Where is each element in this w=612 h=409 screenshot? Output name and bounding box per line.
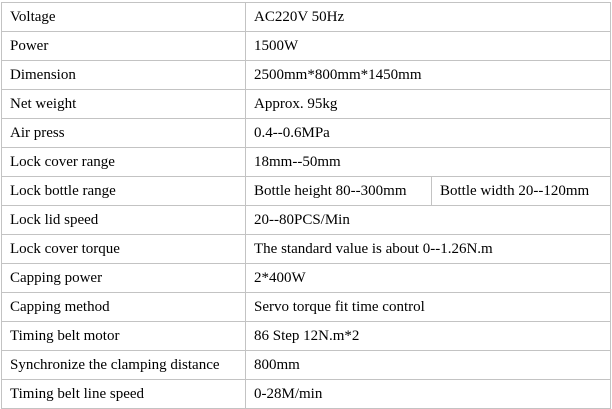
spec-value-cell: 2*400W	[244, 263, 612, 293]
table-row: Capping method Servo torque fit time cont…	[1, 292, 612, 322]
spec-label-cell: Capping power	[1, 263, 246, 293]
table-row: Voltage AC220V 50Hz	[1, 2, 612, 32]
spec-value-cell: 0.4--0.6MPa	[244, 118, 612, 148]
spec-value-cell: Approx. 95kg	[244, 89, 612, 119]
table-row: Air press 0.4--0.6MPa	[1, 118, 612, 148]
table-row: Synchronize the clamping distance 800mm	[1, 350, 612, 380]
spec-value-cell: 18mm--50mm	[244, 147, 612, 177]
spec-label-cell: Timing belt line speed	[1, 379, 246, 409]
spec-label-cell: Net weight	[1, 89, 246, 119]
spec-label-cell: Lock cover torque	[1, 234, 246, 264]
spec-label-cell: Synchronize the clamping distance	[1, 350, 246, 380]
spec-value-cell: The standard value is about 0--1.26N.m	[244, 234, 612, 264]
spec-value-cell: 2500mm*800mm*1450mm	[244, 60, 612, 90]
spec-value-cell: Bottle width 20--120mm	[430, 176, 612, 206]
spec-value-cell: 800mm	[244, 350, 612, 380]
table-row: Lock bottle range Bottle height 80--300mm…	[1, 176, 612, 206]
spec-value-cell: 1500W	[244, 31, 612, 61]
spec-value-cell: 86 Step 12N.m*2	[244, 321, 612, 351]
spec-value-cell: Servo torque fit time control	[244, 292, 612, 322]
spec-label-cell: Power	[1, 31, 246, 61]
table-row: Lock cover torque The standard value is a…	[1, 234, 612, 264]
spec-value-cell: Bottle height 80--300mm	[245, 176, 432, 206]
table-row: Capping power 2*400W	[1, 263, 612, 293]
spec-label-cell: Lock lid speed	[1, 205, 246, 235]
spec-value-cell: 20--80PCS/Min	[244, 205, 612, 235]
spec-value-cell: AC220V 50Hz	[244, 2, 612, 32]
spec-label-cell: Dimension	[1, 60, 246, 90]
table-row: Power 1500W	[1, 31, 612, 61]
table-row: Timing belt motor 86 Step 12N.m*2	[1, 321, 612, 351]
table-row: Timing belt line speed 0-28M/min	[1, 379, 612, 409]
table-row: Lock cover range 18mm--50mm	[1, 147, 612, 177]
table-row: Dimension 2500mm*800mm*1450mm	[1, 60, 612, 90]
table-row: Net weight Approx. 95kg	[1, 89, 612, 119]
spec-label-cell: Voltage	[1, 2, 246, 32]
spec-label-cell: Capping method	[1, 292, 246, 322]
spec-label-cell: Timing belt motor	[1, 321, 246, 351]
spec-label-cell: Lock cover range	[1, 147, 246, 177]
spec-label-cell: Lock bottle range	[1, 176, 246, 206]
spec-value-cell: 0-28M/min	[244, 379, 612, 409]
table-row: Lock lid speed 20--80PCS/Min	[1, 205, 612, 235]
spec-label-cell: Air press	[1, 118, 246, 148]
